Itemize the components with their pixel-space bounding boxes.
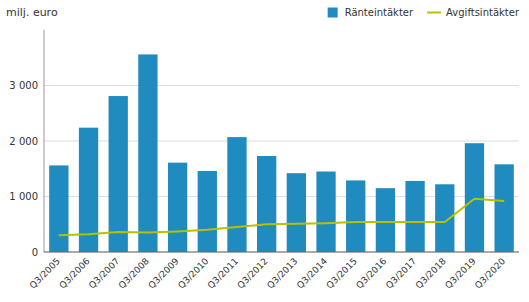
- bar: [287, 173, 306, 252]
- x-tick-label: Q3/2013: [265, 256, 299, 290]
- x-tick-label: Q3/2018: [413, 256, 448, 291]
- bar: [168, 163, 187, 252]
- chart: 01 0002 0003 000Q3/2005Q3/2006Q3/2007Q3/…: [0, 0, 529, 302]
- bar: [376, 188, 395, 252]
- x-tick-label: Q3/2007: [87, 256, 121, 290]
- grid: [44, 86, 519, 253]
- legend-swatch: [328, 8, 338, 18]
- x-axis-line: [44, 252, 519, 253]
- x-tick-label: Q3/2005: [28, 256, 62, 290]
- x-tick-label: Q3/2008: [117, 256, 152, 291]
- bar: [257, 156, 276, 252]
- marks: [49, 54, 514, 252]
- y-tick-label: 0: [32, 247, 38, 258]
- x-tick-label: Q3/2019: [443, 256, 478, 291]
- legend-swatch: [427, 12, 441, 14]
- x-tick-label: Q3/2016: [354, 256, 389, 291]
- legend-label: Ränteintäkter: [345, 7, 414, 18]
- legend-label: Avgiftsintäkter: [446, 7, 520, 18]
- bar: [346, 180, 365, 252]
- bar: [198, 171, 217, 252]
- x-tick-label: Q3/2017: [384, 256, 418, 290]
- line: [59, 199, 504, 236]
- grid-line: [44, 252, 519, 253]
- bar: [465, 143, 484, 252]
- legend: Avgiftsintäkter Ränteintäkter: [328, 7, 520, 18]
- y-tick-label: 2 000: [9, 136, 38, 147]
- x-tick-label: Q3/2020: [473, 256, 508, 291]
- bar: [405, 181, 424, 252]
- y-axis-line: [44, 30, 45, 252]
- bar: [49, 165, 68, 252]
- x-tick-label: Q3/2010: [176, 256, 211, 291]
- x-tick-label: Q3/2011: [206, 256, 240, 290]
- x-tick-label: Q3/2014: [295, 256, 330, 291]
- bar: [316, 172, 335, 252]
- x-tick-label: Q3/2012: [235, 256, 269, 290]
- bar: [435, 184, 454, 252]
- bar: [138, 54, 157, 252]
- x-tick-label: Q3/2015: [324, 256, 358, 290]
- grid-line: [44, 85, 519, 86]
- bar: [109, 96, 128, 252]
- bar: [495, 164, 514, 252]
- x-tick-label: Q3/2009: [146, 256, 181, 291]
- y-tick-label: 3 000: [9, 80, 38, 91]
- x-tick-label: Q3/2006: [57, 256, 92, 291]
- bar: [227, 137, 246, 252]
- y-axis-label: milj. euro: [6, 6, 58, 19]
- y-tick-label: 1 000: [9, 191, 38, 202]
